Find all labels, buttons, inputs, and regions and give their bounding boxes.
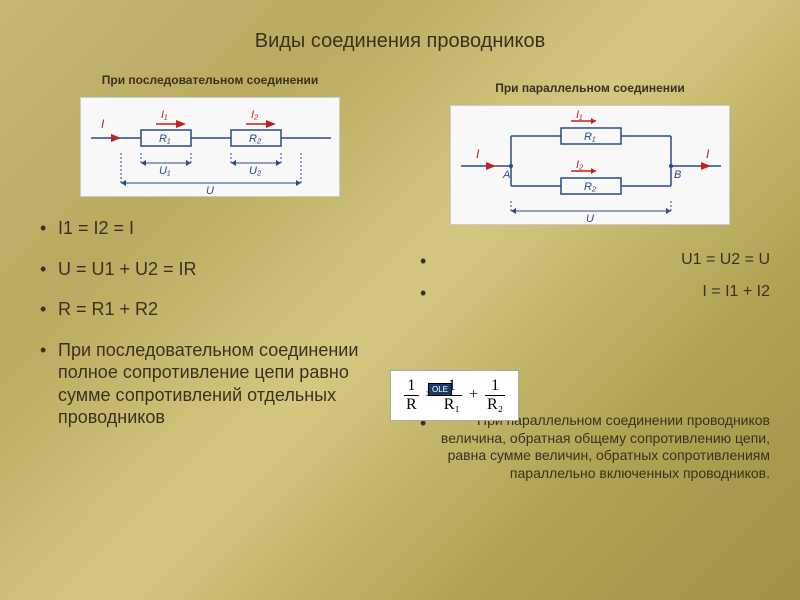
left-subtitle: При последовательном соединении xyxy=(30,73,390,87)
frac-t2-num: 1 xyxy=(485,377,505,396)
label-B: B xyxy=(674,169,681,181)
series-diagram: I I₁ I₂ R₁ R₂ U₁ xyxy=(80,97,340,197)
label-I2: I₂ xyxy=(251,109,259,121)
plus-sign: + xyxy=(469,386,478,403)
right-bullet-top-1: I = I1 + I2 xyxy=(420,282,770,302)
ole-badge: OLE xyxy=(428,383,452,396)
label-pU: U xyxy=(586,213,594,225)
frac-t2: 1 R₂ xyxy=(485,377,505,414)
right-subtitle: При параллельном соединении xyxy=(410,81,770,95)
right-bullet-top-0: U1 = U2 = U xyxy=(420,250,770,270)
label-U: U xyxy=(206,185,214,197)
left-bullets: I1 = I2 = I U = U1 + U2 = IR R = R1 + R2… xyxy=(30,217,390,429)
label-A: A xyxy=(502,169,510,181)
frac-lhs-den: R xyxy=(404,396,419,414)
frac-lhs: 1 R xyxy=(404,377,419,414)
label-I1: I₁ xyxy=(161,109,168,121)
parallel-formula: 1 R = 1 R₁ + 1 R₂ xyxy=(390,370,519,421)
label-I: I xyxy=(101,117,105,131)
parallel-diagram: A B I I xyxy=(450,105,730,225)
page-title: Виды соединения проводников xyxy=(0,0,800,73)
left-bullet-0: I1 = I2 = I xyxy=(40,217,390,240)
right-bullets-bottom: При параллельном соединении проводников … xyxy=(410,412,770,482)
frac-t2-den: R₂ xyxy=(485,396,505,414)
label-pI-right: I xyxy=(706,147,710,161)
label-pI2: I₂ xyxy=(576,159,584,171)
left-bullet-3: При последовательном соединении полное с… xyxy=(40,339,390,429)
label-pI1: I₁ xyxy=(576,109,583,121)
label-R1: R₁ xyxy=(159,133,171,145)
left-bullet-2: R = R1 + R2 xyxy=(40,298,390,321)
frac-t1-den: R₁ xyxy=(442,396,462,414)
right-bullet-bottom-0: При параллельном соединении проводников … xyxy=(420,412,770,482)
label-pR1: R₁ xyxy=(584,131,596,143)
left-bullet-1: U = U1 + U2 = IR xyxy=(40,258,390,281)
label-R2: R₂ xyxy=(249,133,262,145)
label-U2: U₂ xyxy=(249,165,262,177)
label-pI-left: I xyxy=(476,147,480,161)
frac-lhs-num: 1 xyxy=(404,377,419,396)
series-svg: I I₁ I₂ R₁ R₂ U₁ xyxy=(81,98,341,198)
parallel-svg: A B I I xyxy=(451,106,731,226)
content-columns: При последовательном соединении I I₁ I₂ xyxy=(0,73,800,494)
left-column: При последовательном соединении I I₁ I₂ xyxy=(30,73,390,494)
right-column: При параллельном соединении A B xyxy=(410,73,770,494)
right-bullets-top: U1 = U2 = U I = I1 + I2 xyxy=(410,250,770,302)
label-pR2: R₂ xyxy=(584,181,597,193)
label-U1: U₁ xyxy=(159,165,171,177)
